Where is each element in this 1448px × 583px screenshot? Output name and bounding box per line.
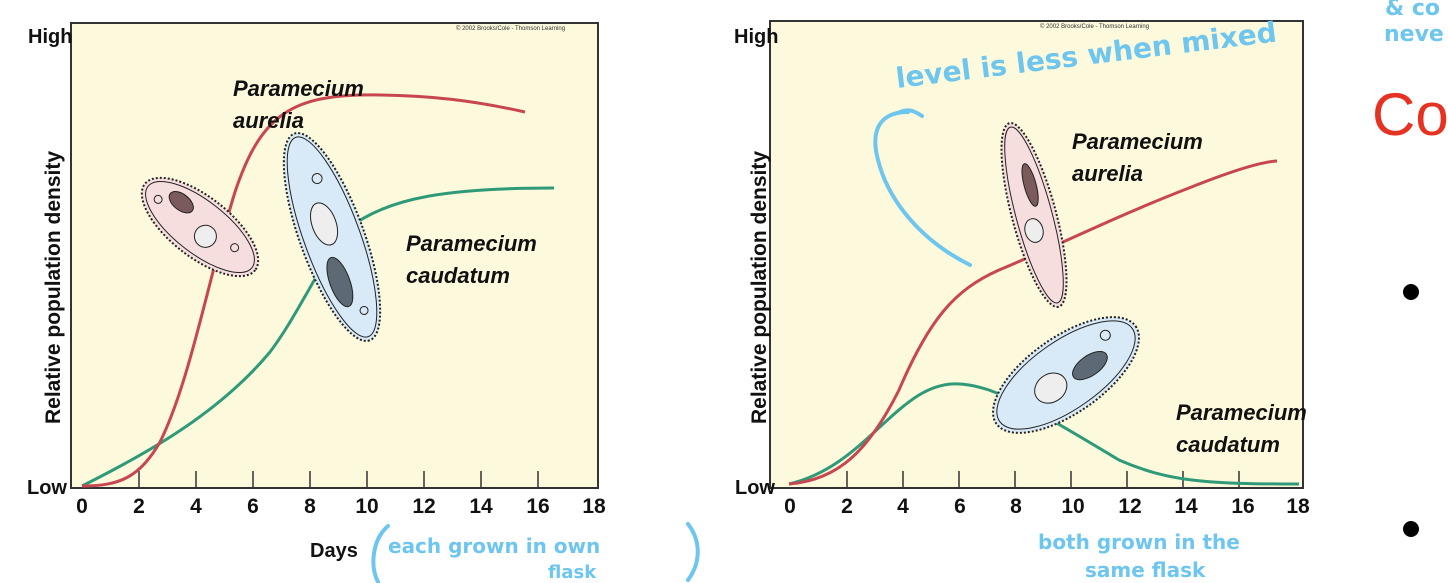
slide-title: Co: [1372, 81, 1448, 148]
left-y-high-label: High: [28, 26, 73, 48]
right-x-tick: 12: [1118, 495, 1142, 518]
left-x-tick: 6: [247, 495, 259, 518]
left-x-tick: 10: [355, 495, 379, 518]
right-x-tick: 16: [1231, 495, 1255, 518]
left-aurelia-line: [81, 93, 526, 488]
left-label-aurelia: Paramecium aurelia: [233, 76, 364, 133]
left-credit: © 2002 Brooks/Cole - Thomson Learning: [456, 26, 566, 32]
right-x-tick: 2: [841, 495, 853, 518]
right-caudatum-illustration: [992, 316, 1140, 434]
right-y-high-label: High: [734, 26, 779, 48]
bullet-1: [1403, 284, 1419, 300]
right-x-tick: 14: [1174, 495, 1198, 518]
left-x-axis-title: Days: [310, 540, 358, 562]
left-caudatum-line: [81, 186, 555, 488]
bullet-2: [1403, 521, 1419, 537]
left-y-axis-title: Relative population density: [42, 150, 65, 424]
left-x-tick: 8: [304, 495, 316, 518]
right-label-caudatum: Paramecium caudatum: [1176, 400, 1307, 457]
left-x-tick: 14: [469, 495, 493, 518]
right-x-tick: 0: [784, 495, 796, 518]
right-note-bottom-line2: same flask: [1085, 558, 1206, 582]
left-label-caudatum: Paramecium caudatum: [406, 231, 537, 288]
right-aurelia-illustration: [1000, 122, 1068, 308]
left-plot-svg: [81, 93, 555, 488]
right-note-bracket: [873, 108, 972, 267]
corner-note-line2: neve: [1384, 22, 1444, 47]
left-aurelia-illustration: [140, 176, 260, 278]
left-note-line2: flask: [548, 562, 597, 583]
left-x-tick: 16: [526, 495, 550, 518]
left-caudatum-illustration: [282, 132, 382, 342]
left-x-tick: 12: [412, 495, 436, 518]
left-note-parens: [371, 522, 700, 583]
right-label-aurelia: Paramecium aurelia: [1072, 129, 1203, 186]
left-x-tick: 2: [133, 495, 145, 518]
right-x-tick: 6: [954, 495, 966, 518]
right-y-low-label: Low: [735, 477, 775, 499]
right-note-bottom-line1: both grown in the: [1038, 530, 1240, 554]
right-x-tick: 10: [1061, 495, 1085, 518]
corner-note-line1: & co: [1385, 0, 1440, 21]
right-x-tick: 4: [897, 495, 909, 518]
left-y-low-label: Low: [27, 477, 67, 499]
right-x-tick: 8: [1010, 495, 1022, 518]
left-x-tick: 0: [76, 495, 88, 518]
left-note-line1: each grown in own: [388, 534, 601, 558]
right-plot-svg: [788, 122, 1300, 487]
right-credit: © 2002 Brooks/Cole - Thomson Learning: [1040, 24, 1150, 30]
right-aurelia-line: [788, 159, 1278, 486]
left-x-tick: 18: [582, 495, 606, 518]
left-x-tick: 4: [190, 495, 202, 518]
right-x-tick: 18: [1286, 495, 1310, 518]
